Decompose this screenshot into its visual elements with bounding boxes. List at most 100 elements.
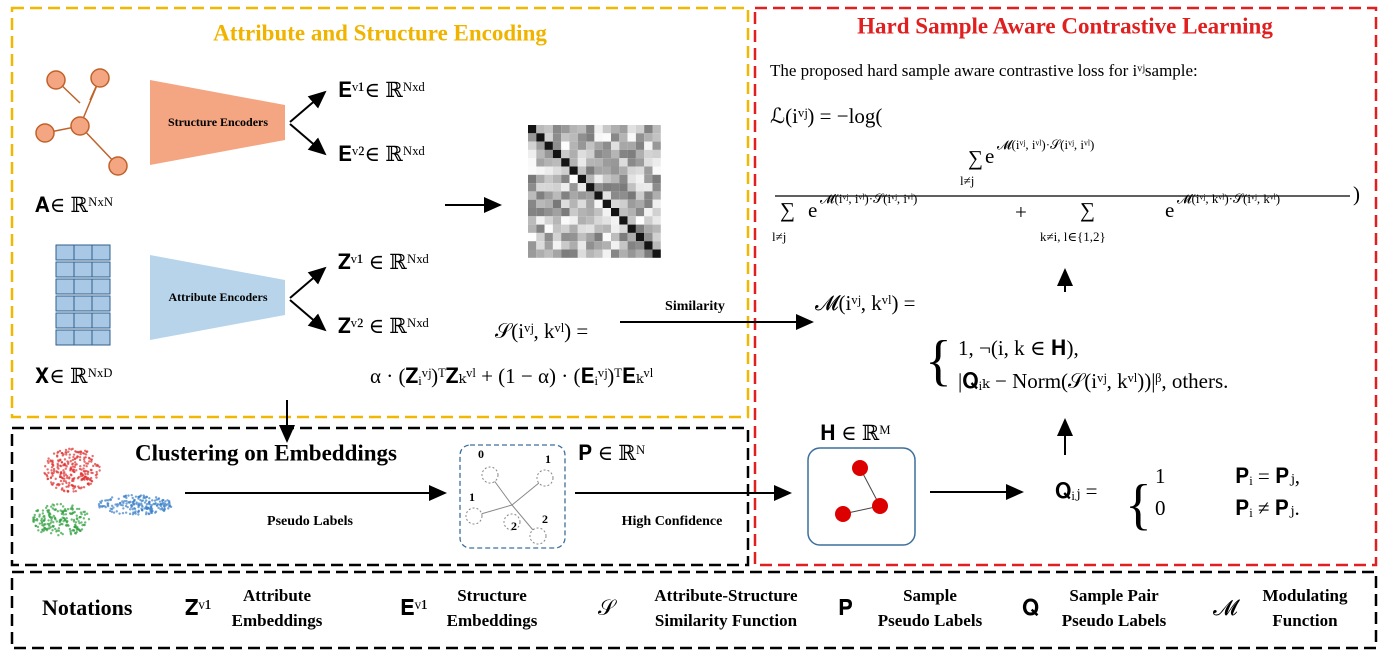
sum: ∑: [968, 146, 983, 170]
matrix-cell: [627, 224, 636, 233]
scatter-dot: [93, 462, 97, 466]
matrix-cell: [586, 166, 595, 175]
scatter-dot: [122, 507, 125, 510]
scatter-dot: [71, 529, 74, 532]
matrix-cell: [561, 199, 570, 208]
matrix-cell: [619, 199, 628, 208]
scatter-dot: [56, 510, 60, 513]
scatter-dot: [59, 502, 63, 506]
clustering-frame: [10, 426, 750, 567]
scatter-dot: [98, 469, 101, 472]
scatter-dot: [83, 470, 86, 473]
scatter-dot: [73, 510, 76, 514]
feature-cell: [55, 295, 75, 312]
notation-label: Function: [1272, 611, 1338, 630]
matrix-cell: [536, 158, 545, 167]
notation-symbol: 𝐐: [1022, 595, 1039, 620]
scatter-dot: [79, 515, 82, 519]
scatter-dot: [85, 464, 88, 468]
scatter-dot: [73, 477, 76, 480]
matrix-cell: [619, 158, 628, 167]
matrix-cell: [569, 232, 578, 242]
matrix-cell: [602, 232, 611, 242]
scatter-dot: [77, 485, 80, 488]
scatter-dot: [73, 531, 77, 535]
matrix-cell: [552, 133, 562, 142]
scatter-dot: [71, 458, 75, 462]
structure-encoder: [150, 80, 285, 165]
matrix-cell: [602, 149, 611, 159]
scatter-dot: [63, 489, 66, 493]
exponent: 𝓜(iᵛʲ, iᵛˡ)·𝒮(iᵛʲ, iᵛˡ): [820, 191, 917, 206]
matrix-cell: [586, 141, 595, 150]
scatter-dot: [37, 529, 40, 532]
scatter-dot: [54, 508, 57, 511]
matrix-cell: [602, 174, 611, 184]
scatter-dot: [134, 512, 137, 515]
scatter-dot: [112, 506, 115, 509]
scatter-dot: [72, 453, 76, 456]
matrix-cell: [544, 191, 553, 200]
scatter-dot: [47, 471, 50, 475]
matrix-cell: [594, 208, 603, 217]
notation-list: 𝐙ᵛ¹ Attribute Embeddings 𝐄ᵛ¹ Structure Embedd…: [185, 586, 1348, 630]
matrix-cell: [644, 174, 653, 184]
scatter-dot: [110, 504, 114, 507]
scatter-dot: [69, 507, 73, 511]
matrix-cell: [536, 141, 545, 150]
matrix-cell: [528, 158, 537, 167]
brace: {: [1125, 474, 1152, 536]
scatter-dot: [125, 496, 128, 500]
similarity-expr: α · (𝐙ᵢᵛʲ)ᵀ𝐙ₖᵛˡ + (1 − α) · (𝐄ᵢᵛʲ)ᵀ𝐄ₖᵛˡ: [370, 364, 654, 388]
matrix-cell: [552, 208, 562, 217]
matrix-cell: [602, 183, 611, 192]
matrix-cell: [561, 249, 570, 258]
scatter-dot: [49, 531, 53, 535]
scatter-dot: [110, 510, 114, 513]
scatter-dot: [104, 505, 107, 509]
matrix-cell: [627, 133, 636, 142]
scatter-dot: [61, 454, 64, 457]
matrix-cell: [552, 166, 562, 175]
scatter-dot: [42, 519, 46, 522]
scatter-dot: [67, 524, 70, 527]
scatter-dot: [50, 519, 53, 522]
matrix-cell: [652, 158, 661, 167]
scatter-dot: [83, 513, 87, 516]
matrix-cell: [602, 191, 611, 200]
scatter-dot: [64, 467, 67, 470]
matrix-cell: [561, 191, 570, 200]
matrix-cell: [627, 158, 636, 167]
scatter-dot: [118, 512, 121, 515]
scatter-dot: [44, 527, 47, 530]
scatter-dot: [47, 519, 50, 522]
matrix-cell: [594, 191, 603, 200]
scatter-dot: [114, 503, 117, 506]
scatter-dot: [54, 486, 58, 490]
matrix-cell: [635, 208, 645, 217]
scatter-dot: [85, 450, 88, 454]
matrix-cell: [544, 158, 553, 167]
scatter-dot: [52, 469, 56, 473]
matrix-cell: [528, 191, 537, 200]
matrix-cell: [594, 174, 603, 184]
scatter-dot: [52, 504, 56, 507]
matrix-cell: [594, 158, 603, 167]
arrow-label: High Confidence: [622, 514, 723, 529]
matrix-cell: [536, 249, 545, 258]
matrix-cell: [569, 183, 578, 192]
scatter-dot: [122, 501, 125, 505]
scatter-dot: [73, 470, 76, 474]
matrix-cell: [602, 141, 611, 150]
matrix-cell: [602, 208, 611, 217]
feature-cell: [73, 295, 93, 312]
arrow-label: Similarity: [665, 299, 725, 314]
matrix-cell: [652, 149, 661, 159]
scatter-dot: [50, 471, 54, 475]
scatter-dot: [80, 528, 84, 531]
scatter-dot: [112, 511, 116, 514]
scatter-dot: [148, 503, 151, 506]
scatter-dot: [154, 496, 158, 499]
matrix-cell: [528, 216, 537, 225]
